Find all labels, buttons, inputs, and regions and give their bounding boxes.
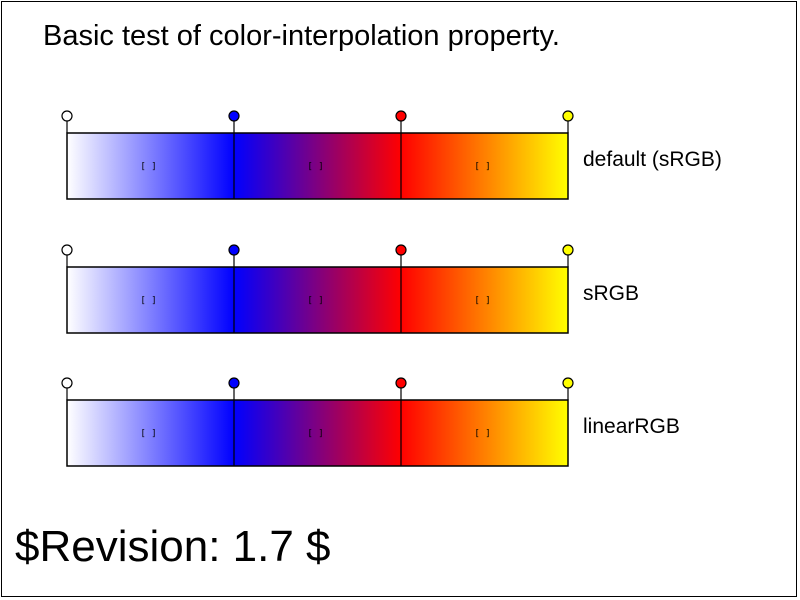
revision-text: $Revision: 1.7 $ [15, 522, 331, 571]
red-stop-dot [395, 110, 407, 122]
gradient-bar-border [66, 132, 569, 200]
gradient-bar-border [66, 399, 569, 467]
gradient-row-1: [ ] [ ] [ ] default (sRGB) [61, 110, 722, 200]
gradient-row-3: [ ] [ ] [ ] linearRGB [61, 377, 680, 467]
row-label: default (sRGB) [583, 148, 722, 171]
yellow-stop-dot [562, 244, 574, 256]
yellow-stop-dot [562, 110, 574, 122]
red-stop-dot [395, 377, 407, 389]
gradient-segment-1 [67, 400, 234, 466]
gradient-segment-3 [401, 133, 568, 199]
red-stop-dot [395, 244, 407, 256]
segment-center-marker: [ ] [307, 162, 323, 172]
segment-center-marker: [ ] [474, 162, 490, 172]
segment-center-marker: [ ] [474, 296, 490, 306]
gradient-segment-1 [67, 267, 234, 333]
yellow-stop-dot [562, 377, 574, 389]
white-stop-dot [61, 377, 73, 389]
gradient-segment-3 [401, 400, 568, 466]
row-label: linearRGB [583, 415, 680, 438]
segment-center-marker: [ ] [307, 429, 323, 439]
segment-center-marker: [ ] [140, 162, 156, 172]
gradient-segment-2 [234, 267, 401, 333]
gradient-segment-2 [234, 400, 401, 466]
white-stop-dot [61, 244, 73, 256]
white-stop-dot [61, 110, 73, 122]
segment-center-marker: [ ] [474, 429, 490, 439]
gradient-bar-border [66, 266, 569, 334]
gradient-segment-3 [401, 267, 568, 333]
row-label: sRGB [583, 282, 639, 305]
gradient-segment-2 [234, 133, 401, 199]
blue-stop-dot [228, 244, 240, 256]
page-title: Basic test of color-interpolation proper… [43, 20, 560, 52]
gradient-segment-1 [67, 133, 234, 199]
gradient-row-2: [ ] [ ] [ ] sRGB [61, 244, 639, 334]
segment-center-marker: [ ] [307, 296, 323, 306]
blue-stop-dot [228, 377, 240, 389]
blue-stop-dot [228, 110, 240, 122]
segment-center-marker: [ ] [140, 429, 156, 439]
segment-center-marker: [ ] [140, 296, 156, 306]
